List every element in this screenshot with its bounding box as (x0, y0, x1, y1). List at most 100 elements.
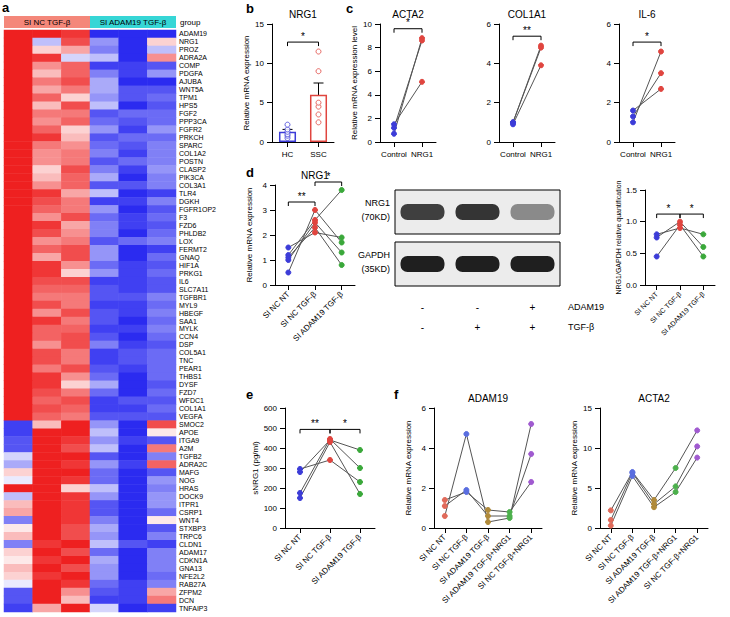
svg-text:CCN4: CCN4 (179, 333, 198, 340)
svg-text:*: * (406, 17, 410, 28)
svg-text:SI NC TGF-β: SI NC TGF-β (24, 18, 71, 27)
svg-text:*: * (645, 31, 649, 42)
svg-text:2: 2 (368, 114, 373, 123)
svg-text:FGFR2: FGFR2 (179, 126, 202, 133)
svg-text:SI NC TGF-β+NRG1: SI NC TGF-β+NRG1 (642, 532, 701, 591)
svg-text:8: 8 (368, 43, 373, 52)
svg-text:NRG1: NRG1 (650, 150, 673, 159)
svg-text:HRAS: HRAS (179, 485, 199, 492)
svg-text:SI ADAM19 TGF-β: SI ADAM19 TGF-β (310, 533, 364, 587)
svg-text:4: 4 (422, 444, 427, 453)
svg-text:CDKN1A: CDKN1A (179, 557, 208, 564)
svg-text:ITPR1: ITPR1 (179, 501, 199, 508)
svg-text:0: 0 (368, 138, 373, 147)
svg-text:NOG: NOG (179, 477, 195, 484)
svg-text:Relative mRNA expression: Relative mRNA expression (245, 187, 254, 282)
svg-text:4: 4 (263, 181, 268, 190)
svg-text:TGF-β: TGF-β (568, 322, 594, 332)
svg-text:GNA13: GNA13 (179, 565, 202, 572)
svg-text:4: 4 (368, 90, 373, 99)
svg-text:GAPDH: GAPDH (358, 250, 390, 260)
svg-text:0: 0 (273, 524, 278, 533)
svg-text:0: 0 (263, 281, 268, 290)
svg-text:0: 0 (260, 138, 265, 147)
svg-text:FZD6: FZD6 (179, 222, 197, 229)
svg-text:HBEGF: HBEGF (179, 310, 203, 317)
svg-text:TNC: TNC (179, 357, 193, 364)
svg-text:15: 15 (583, 404, 592, 413)
svg-text:NRG1: NRG1 (411, 150, 434, 159)
svg-text:0.5: 0.5 (626, 249, 638, 258)
svg-text:PRKCH: PRKCH (179, 134, 204, 141)
svg-text:SI NC TGF-β+NRG1: SI NC TGF-β+NRG1 (476, 532, 535, 591)
svg-text:ADRA2A: ADRA2A (179, 54, 207, 61)
svg-text:TLR4: TLR4 (179, 190, 196, 197)
svg-text:NRG1: NRG1 (530, 150, 553, 159)
svg-text:15: 15 (255, 20, 264, 29)
svg-text:0: 0 (607, 138, 612, 147)
svg-text:WNT4: WNT4 (179, 517, 199, 524)
svg-text:ADRA2C: ADRA2C (179, 461, 207, 468)
svg-text:SI NC NT: SI NC NT (273, 533, 304, 564)
svg-text:5: 5 (588, 484, 593, 493)
svg-text:PHLDB2: PHLDB2 (179, 230, 206, 237)
svg-text:CLASP2: CLASP2 (179, 166, 206, 173)
svg-text:-: - (476, 302, 479, 313)
svg-text:PIK3CA: PIK3CA (179, 174, 204, 181)
svg-text:*: * (301, 31, 305, 42)
svg-text:COMP: COMP (179, 62, 200, 69)
svg-text:d: d (246, 165, 254, 180)
svg-text:HPS5: HPS5 (179, 102, 197, 109)
svg-text:NRG1/GAPDH relative quantifica: NRG1/GAPDH relative quantification (615, 180, 623, 294)
svg-text:0: 0 (487, 138, 492, 147)
svg-text:DSP: DSP (179, 341, 194, 348)
svg-text:*: * (666, 203, 670, 214)
svg-text:group: group (180, 18, 201, 27)
svg-text:400: 400 (264, 444, 278, 453)
svg-text:TGFB2: TGFB2 (179, 453, 202, 460)
svg-text:c: c (346, 1, 353, 16)
svg-text:6: 6 (368, 67, 373, 76)
svg-text:SI ADAM19 TGF-β: SI ADAM19 TGF-β (100, 18, 167, 27)
svg-text:b: b (246, 1, 254, 16)
svg-text:500: 500 (264, 424, 278, 433)
svg-text:-: - (421, 322, 424, 333)
svg-text:**: ** (298, 191, 306, 202)
svg-text:Control: Control (500, 150, 526, 159)
svg-text:0: 0 (422, 524, 427, 533)
svg-text:TNFAIP3: TNFAIP3 (179, 605, 208, 612)
svg-text:Control: Control (381, 150, 407, 159)
svg-text:Relative mRNA expression: Relative mRNA expression (570, 420, 579, 515)
svg-text:2: 2 (607, 98, 612, 107)
svg-text:Control: Control (620, 150, 646, 159)
svg-text:**: ** (311, 418, 319, 429)
svg-text:+: + (530, 302, 536, 313)
svg-text:COL1A1: COL1A1 (508, 9, 547, 20)
svg-text:600: 600 (264, 404, 278, 413)
svg-text:SLC7A11: SLC7A11 (179, 286, 209, 293)
svg-text:FZD7: FZD7 (179, 389, 197, 396)
svg-text:4: 4 (607, 59, 612, 68)
svg-text:ADAM19: ADAM19 (468, 393, 508, 404)
svg-text:10: 10 (363, 20, 372, 29)
svg-text:sNRG1 (pg/ml): sNRG1 (pg/ml) (251, 441, 260, 495)
svg-text:GNAQ: GNAQ (179, 254, 200, 262)
svg-text:6: 6 (422, 404, 427, 413)
svg-text:4: 4 (487, 59, 492, 68)
svg-text:RAB27A: RAB27A (179, 581, 206, 588)
svg-text:300: 300 (264, 464, 278, 473)
svg-text:SI ADAM19 TGF-β: SI ADAM19 TGF-β (291, 290, 345, 344)
svg-text:TGFBR1: TGFBR1 (179, 294, 207, 301)
svg-text:1.0: 1.0 (626, 217, 638, 226)
svg-text:ADAM19: ADAM19 (568, 302, 604, 312)
svg-text:SSC: SSC (310, 150, 327, 159)
svg-text:100: 100 (264, 504, 278, 513)
svg-text:10: 10 (583, 444, 592, 453)
svg-text:A2M: A2M (179, 445, 194, 452)
svg-text:DCN: DCN (179, 597, 194, 604)
svg-text:NRG1: NRG1 (365, 198, 390, 208)
svg-text:ZFPM2: ZFPM2 (179, 589, 202, 596)
svg-text:HC: HC (282, 150, 294, 159)
svg-text:COL3A1: COL3A1 (179, 182, 206, 189)
svg-text:NRG1: NRG1 (289, 9, 317, 20)
